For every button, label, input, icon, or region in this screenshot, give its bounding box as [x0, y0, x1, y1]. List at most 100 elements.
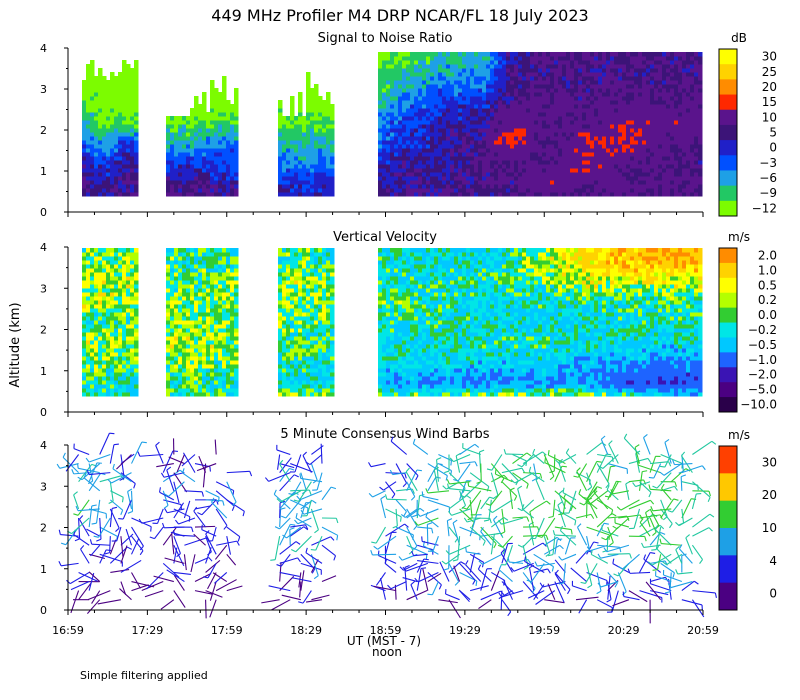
- snr-cell: [398, 88, 403, 93]
- snr-cell: [538, 52, 543, 57]
- snr-cell: [382, 184, 387, 189]
- snr-cell: [418, 120, 423, 125]
- snr-cell: [106, 136, 111, 141]
- snr-cell: [666, 100, 671, 105]
- snr-cell: [538, 152, 543, 157]
- snr-cell: [418, 88, 423, 93]
- snr-cell: [478, 136, 483, 141]
- w-cell: [190, 252, 195, 257]
- w-cell: [102, 272, 107, 277]
- snr-cell: [694, 108, 699, 113]
- snr-cell: [182, 124, 187, 129]
- snr-cell: [190, 132, 195, 137]
- snr-cell: [126, 168, 131, 173]
- w-cell: [134, 348, 139, 353]
- snr-cell: [546, 164, 551, 169]
- snr-cell: [686, 140, 691, 145]
- snr-cell: [674, 132, 679, 137]
- snr-cell: [642, 160, 647, 165]
- snr-cell: [614, 56, 619, 61]
- snr-cell: [90, 96, 95, 101]
- w-cell: [118, 356, 123, 361]
- snr-cell: [222, 192, 227, 197]
- snr-cell: [434, 152, 439, 157]
- snr-cell: [682, 60, 687, 65]
- w-cell: [170, 264, 175, 269]
- w-cell: [110, 340, 115, 345]
- snr-cell: [102, 192, 107, 197]
- snr-cell: [654, 168, 659, 173]
- snr-cell: [570, 148, 575, 153]
- w-cell: [186, 248, 191, 253]
- snr-cell: [194, 120, 199, 125]
- snr-cell: [450, 152, 455, 157]
- w-cell: [114, 388, 119, 393]
- snr-cell: [298, 160, 303, 165]
- snr-cell: [462, 68, 467, 73]
- w-cell: [186, 308, 191, 313]
- snr-cell: [438, 92, 443, 97]
- snr-cell: [182, 132, 187, 137]
- snr-cell: [550, 80, 555, 85]
- snr-cell: [534, 60, 539, 65]
- snr-cell: [678, 116, 683, 121]
- snr-cell: [562, 184, 567, 189]
- snr-cell: [110, 188, 115, 193]
- snr-cell: [646, 132, 651, 137]
- snr-cell: [690, 88, 695, 93]
- snr-cell: [526, 52, 531, 57]
- w-cell: [126, 320, 131, 325]
- snr-cell: [134, 184, 139, 189]
- snr-cell: [490, 160, 495, 165]
- w-cell: [170, 256, 175, 261]
- snr-cell: [614, 68, 619, 73]
- snr-cell: [562, 152, 567, 157]
- snr-cell: [322, 140, 327, 145]
- snr-cell: [446, 184, 451, 189]
- snr-cell: [658, 180, 663, 185]
- snr-cell: [194, 140, 199, 145]
- w-cell: [174, 252, 179, 257]
- snr-cell: [558, 112, 563, 117]
- snr-cell: [174, 188, 179, 193]
- w-cell: [194, 376, 199, 381]
- snr-cell: [606, 80, 611, 85]
- snr-cell: [406, 184, 411, 189]
- snr-cell: [178, 120, 183, 125]
- snr-cell: [282, 168, 287, 173]
- snr-cell: [686, 164, 691, 169]
- snr-cell: [598, 60, 603, 65]
- snr-cell: [486, 120, 491, 125]
- snr-cell: [130, 168, 135, 173]
- snr-cell: [502, 80, 507, 85]
- snr-cell: [466, 188, 471, 193]
- w-cell: [166, 388, 171, 393]
- snr-cell: [638, 184, 643, 189]
- snr-cell: [198, 104, 203, 109]
- snr-cell: [462, 136, 467, 141]
- w-cell: [114, 292, 119, 297]
- snr-cell: [470, 192, 475, 197]
- w-cell: [182, 252, 187, 257]
- w-cell: [178, 324, 183, 329]
- snr-cell: [682, 140, 687, 145]
- snr-cell: [662, 148, 667, 153]
- snr-cell: [610, 180, 615, 185]
- snr-cell: [694, 80, 699, 85]
- snr-cell: [194, 136, 199, 141]
- snr-cell: [486, 184, 491, 189]
- snr-cell: [130, 124, 135, 129]
- snr-cell: [506, 72, 511, 77]
- snr-cell: [98, 124, 103, 129]
- snr-cell: [454, 88, 459, 93]
- snr-cell: [486, 156, 491, 161]
- w-cell: [122, 340, 127, 345]
- snr-cell: [534, 92, 539, 97]
- snr-cell: [670, 116, 675, 121]
- snr-cell: [126, 188, 131, 193]
- snr-cell: [490, 72, 495, 77]
- snr-cell: [86, 112, 91, 117]
- snr-cell: [630, 96, 635, 101]
- w-cell: [182, 268, 187, 273]
- snr-cell: [406, 112, 411, 117]
